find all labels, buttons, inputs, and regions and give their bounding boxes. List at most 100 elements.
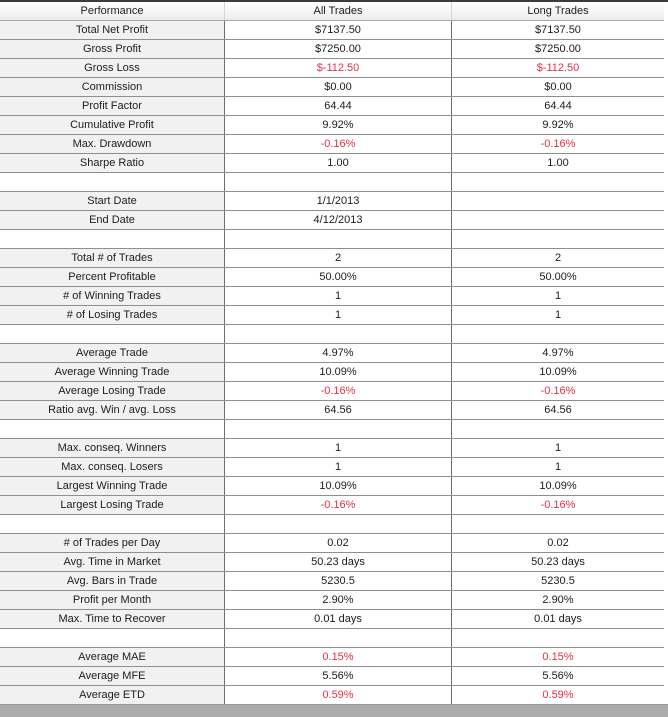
- all-trades-value: 1/1/2013: [224, 192, 451, 210]
- row-label: Largest Winning Trade: [0, 477, 224, 495]
- table-row: Average Winning Trade 10.09% 10.09%: [0, 363, 664, 382]
- long-trades-value: 9.92%: [451, 116, 664, 134]
- row-label: # of Losing Trades: [0, 306, 224, 324]
- row-label: Max. Drawdown: [0, 135, 224, 153]
- row-label: Percent Profitable: [0, 268, 224, 286]
- all-trades-value: $7137.50: [224, 21, 451, 39]
- table-row: Max. Drawdown -0.16% -0.16%: [0, 135, 664, 154]
- row-label: Largest Losing Trade: [0, 496, 224, 514]
- table-spacer-row: [0, 515, 664, 534]
- long-trades-value: $-112.50: [451, 59, 664, 77]
- table-row: Percent Profitable 50.00% 50.00%: [0, 268, 664, 287]
- table-spacer-row: [0, 230, 664, 249]
- all-trades-value: 5.56%: [224, 667, 451, 685]
- all-trades-value: $-112.50: [224, 59, 451, 77]
- long-trades-value: 1: [451, 439, 664, 457]
- row-label: [0, 325, 224, 343]
- table-row: Average MFE 5.56% 5.56%: [0, 667, 664, 686]
- all-trades-value: [224, 173, 451, 191]
- row-label: Commission: [0, 78, 224, 96]
- column-header-long-trades: Long Trades: [451, 2, 664, 20]
- row-label: [0, 515, 224, 533]
- row-label: [0, 420, 224, 438]
- all-trades-value: 0.59%: [224, 686, 451, 704]
- all-trades-value: 50.00%: [224, 268, 451, 286]
- window-top-border: [0, 0, 668, 2]
- table-row: Max. Time to Recover 0.01 days 0.01 days: [0, 610, 664, 629]
- row-label: # of Trades per Day: [0, 534, 224, 552]
- long-trades-value: 50.23 days: [451, 553, 664, 571]
- row-label: Profit per Month: [0, 591, 224, 609]
- row-label: # of Winning Trades: [0, 287, 224, 305]
- long-trades-value: 0.02: [451, 534, 664, 552]
- all-trades-value: 1: [224, 458, 451, 476]
- long-trades-value: $7137.50: [451, 21, 664, 39]
- row-label: Max. Time to Recover: [0, 610, 224, 628]
- table-row: Profit Factor 64.44 64.44: [0, 97, 664, 116]
- table-row: Average Losing Trade -0.16% -0.16%: [0, 382, 664, 401]
- long-trades-value: [451, 230, 664, 248]
- table-row: Average Trade 4.97% 4.97%: [0, 344, 664, 363]
- all-trades-value: 0.15%: [224, 648, 451, 666]
- table-row: Commission $0.00 $0.00: [0, 78, 664, 97]
- row-label: [0, 629, 224, 647]
- long-trades-value: 64.56: [451, 401, 664, 419]
- all-trades-value: -0.16%: [224, 382, 451, 400]
- table-row: Largest Winning Trade 10.09% 10.09%: [0, 477, 664, 496]
- row-label: Gross Profit: [0, 40, 224, 58]
- table-row: # of Trades per Day 0.02 0.02: [0, 534, 664, 553]
- all-trades-value: 1: [224, 439, 451, 457]
- all-trades-value: [224, 420, 451, 438]
- long-trades-value: 1: [451, 458, 664, 476]
- long-trades-value: 0.59%: [451, 686, 664, 704]
- table-row: Max. conseq. Winners 1 1: [0, 439, 664, 458]
- performance-table: Performance All Trades Long Trades Total…: [0, 2, 664, 705]
- row-label: Start Date: [0, 192, 224, 210]
- row-label: Average MFE: [0, 667, 224, 685]
- all-trades-value: 10.09%: [224, 363, 451, 381]
- row-label: Average ETD: [0, 686, 224, 704]
- table-row: End Date 4/12/2013: [0, 211, 664, 230]
- table-body: Total Net Profit $7137.50 $7137.50 Gross…: [0, 21, 664, 705]
- table-spacer-row: [0, 173, 664, 192]
- table-row: # of Winning Trades 1 1: [0, 287, 664, 306]
- all-trades-value: 2: [224, 249, 451, 267]
- row-label: Gross Loss: [0, 59, 224, 77]
- all-trades-value: 10.09%: [224, 477, 451, 495]
- table-row: Gross Profit $7250.00 $7250.00: [0, 40, 664, 59]
- table-row: Ratio avg. Win / avg. Loss 64.56 64.56: [0, 401, 664, 420]
- table-row: Max. conseq. Losers 1 1: [0, 458, 664, 477]
- row-label: [0, 173, 224, 191]
- all-trades-value: [224, 629, 451, 647]
- long-trades-value: $7250.00: [451, 40, 664, 58]
- table-row: Avg. Bars in Trade 5230.5 5230.5: [0, 572, 664, 591]
- all-trades-value: $0.00: [224, 78, 451, 96]
- long-trades-value: 10.09%: [451, 363, 664, 381]
- table-row: Total Net Profit $7137.50 $7137.50: [0, 21, 664, 40]
- row-label: Max. conseq. Winners: [0, 439, 224, 457]
- long-trades-value: 2: [451, 249, 664, 267]
- table-spacer-row: [0, 629, 664, 648]
- long-trades-value: [451, 211, 664, 229]
- all-trades-value: [224, 515, 451, 533]
- row-label: Average Trade: [0, 344, 224, 362]
- long-trades-value: $0.00: [451, 78, 664, 96]
- row-label: End Date: [0, 211, 224, 229]
- long-trades-value: [451, 629, 664, 647]
- table-row: Average MAE 0.15% 0.15%: [0, 648, 664, 667]
- long-trades-value: 1: [451, 287, 664, 305]
- row-label: Total # of Trades: [0, 249, 224, 267]
- table-row: Sharpe Ratio 1.00 1.00: [0, 154, 664, 173]
- table-row: Largest Losing Trade -0.16% -0.16%: [0, 496, 664, 515]
- long-trades-value: 1: [451, 306, 664, 324]
- column-header-performance: Performance: [80, 5, 144, 17]
- all-trades-value: 64.56: [224, 401, 451, 419]
- table-row: Average ETD 0.59% 0.59%: [0, 686, 664, 705]
- all-trades-value: -0.16%: [224, 496, 451, 514]
- row-label: Total Net Profit: [0, 21, 224, 39]
- table-spacer-row: [0, 420, 664, 439]
- all-trades-value: 0.02: [224, 534, 451, 552]
- all-trades-value: [224, 325, 451, 343]
- long-trades-value: 50.00%: [451, 268, 664, 286]
